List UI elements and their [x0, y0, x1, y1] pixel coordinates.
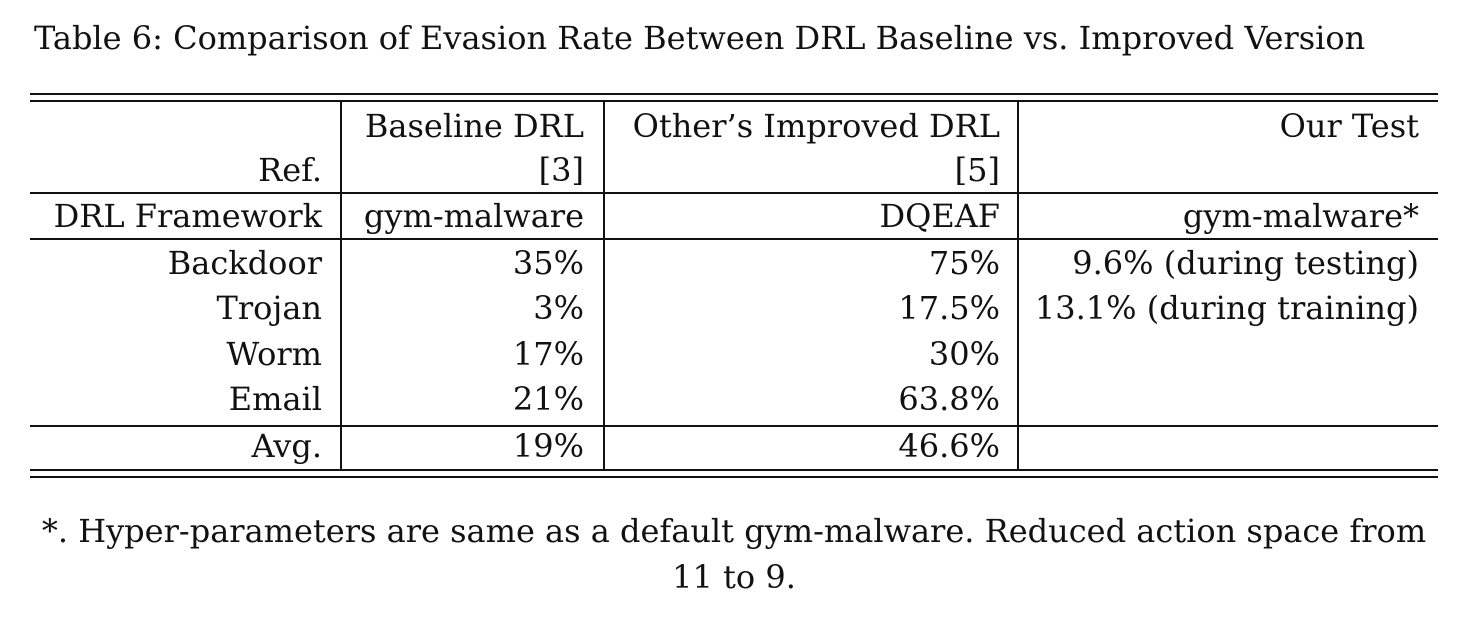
column-divider-3	[1017, 102, 1019, 469]
framework-baseline: gym-malware	[363, 197, 584, 235]
row-email-baseline: 21%	[512, 380, 584, 418]
table-caption: Table 6: Comparison of Evasion Rate Betw…	[34, 19, 1366, 57]
row-trojan-ours: 13.1% (during training)	[1034, 289, 1419, 327]
row-trojan-label: Trojan	[216, 289, 322, 327]
top-rule-2	[30, 100, 1438, 102]
avg-baseline: 19%	[512, 427, 584, 465]
header-improved-title: Other’s Improved DRL	[632, 107, 1000, 145]
row-trojan-baseline: 3%	[533, 289, 584, 327]
column-divider-1	[340, 102, 342, 469]
column-divider-2	[603, 102, 605, 469]
header-baseline-title: Baseline DRL	[364, 107, 584, 145]
row-backdoor-label: Backdoor	[167, 244, 322, 282]
top-rule-1	[30, 93, 1438, 95]
header-improved-ref: [5]	[954, 151, 1000, 189]
avg-rule	[30, 425, 1438, 427]
row-backdoor-improved: 75%	[928, 244, 1000, 282]
avg-improved: 46.6%	[898, 427, 1000, 465]
bottom-rule-2	[30, 476, 1438, 478]
header-baseline-ref: [3]	[538, 151, 584, 189]
row-worm-improved: 30%	[928, 335, 1000, 373]
framework-rule	[30, 238, 1438, 240]
row-worm-label: Worm	[226, 335, 322, 373]
header-rule	[30, 192, 1438, 194]
row-worm-baseline: 17%	[512, 335, 584, 373]
row-backdoor-ours: 9.6% (during testing)	[1072, 244, 1419, 282]
row-trojan-improved: 17.5%	[898, 289, 1000, 327]
row-backdoor-baseline: 35%	[512, 244, 584, 282]
footnote-line-1: *. Hyper-parameters are same as a defaul…	[41, 512, 1427, 550]
framework-improved: DQEAF	[879, 197, 1000, 235]
header-ours-title: Our Test	[1279, 107, 1419, 145]
framework-label: DRL Framework	[53, 197, 322, 235]
footnote-line-2: 11 to 9.	[672, 558, 796, 596]
bottom-rule-1	[30, 469, 1438, 471]
row-email-improved: 63.8%	[898, 380, 1000, 418]
avg-label: Avg.	[251, 427, 322, 465]
table-footnote: *. Hyper-parameters are same as a defaul…	[30, 508, 1438, 600]
header-ref-label: Ref.	[258, 151, 322, 189]
framework-ours: gym-malware*	[1182, 197, 1419, 235]
row-email-label: Email	[228, 380, 322, 418]
